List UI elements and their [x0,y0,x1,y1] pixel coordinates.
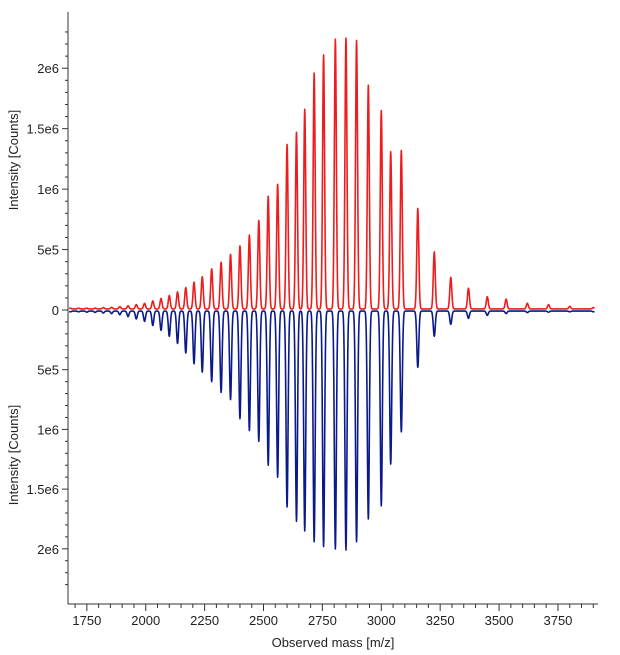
x-tick-label: 3250 [426,613,455,628]
y-top-tick-label: 2e6 [37,61,59,76]
series-line-top [68,37,596,310]
y-top-tick-label: 0 [52,303,59,318]
y-bottom-tick-label: 1e6 [37,422,59,437]
y-bottom-tick-label: 2e6 [37,542,59,557]
x-tick-label: 2500 [249,613,278,628]
y-axis-ticks: 0 5e5 1e6 1.5e6 2e6 5e5 1e6 1.5e6 2e6 [26,31,68,586]
y-top-tick-label: 1.5e6 [26,122,59,137]
y-axis-title-top: Intensity [Counts] [6,110,21,210]
x-axis-ticks: 1750 2000 2250 2500 2750 3000 3250 3500 3750 [72,604,594,628]
x-tick-label: 3500 [485,613,514,628]
y-top-tick-label: 5e5 [37,243,59,258]
series-layer [68,37,596,551]
x-axis-title: Observed mass [m/z] [272,635,395,650]
x-tick-label: 2000 [131,613,160,628]
x-tick-label: 3000 [367,613,396,628]
y-bottom-tick-label: 1.5e6 [26,482,59,497]
y-top-tick-label: 1e6 [37,182,59,197]
x-tick-label: 1750 [72,613,101,628]
y-bottom-tick-label: 5e5 [37,363,59,378]
x-tick-label: 2750 [308,613,337,628]
y-axis-title-bottom: Intensity [Counts] [6,405,21,505]
x-tick-label: 2250 [190,613,219,628]
series-line-bottom [68,310,596,551]
x-tick-label: 3750 [543,613,572,628]
